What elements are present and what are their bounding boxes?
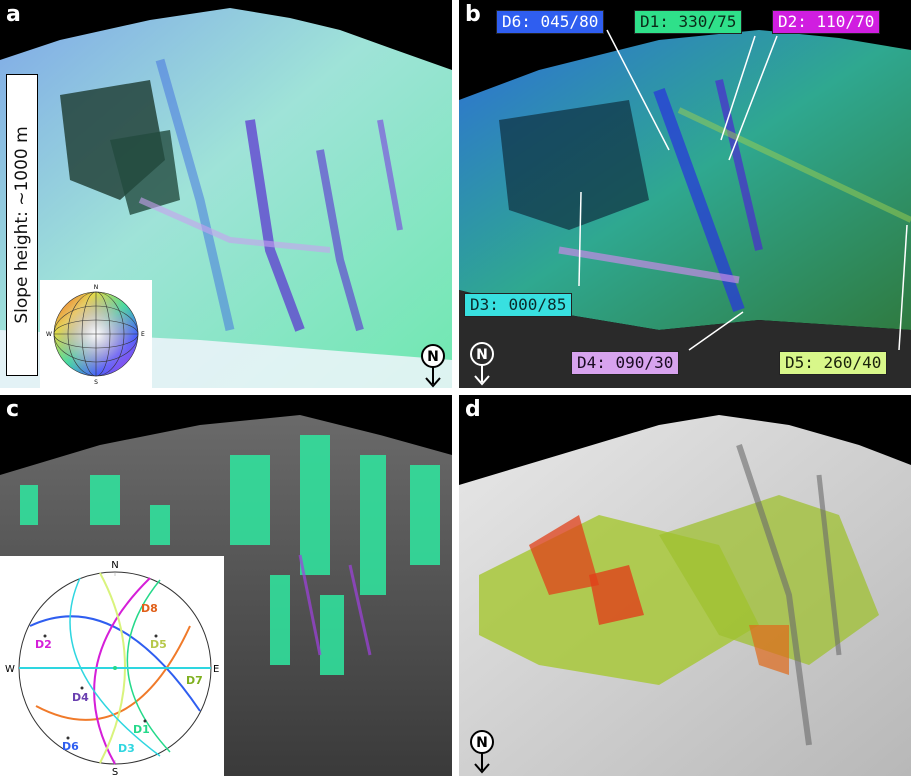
tag-d6: D6: 045/80 <box>496 10 605 34</box>
pole-d5: D5 <box>150 638 167 651</box>
panel-a: a Slope height: ~1000 m <box>0 0 452 388</box>
stereonet-north: N <box>111 560 118 571</box>
panel-d: d N <box>459 395 911 776</box>
panel-letter: c <box>6 397 20 422</box>
pole-d2: D2 <box>35 638 52 651</box>
tag-d5: D5: 260/40 <box>779 351 888 375</box>
panel-letter: b <box>465 2 481 27</box>
stereonet: N S W E D1 D2 D3 D4 D5 D6 D7 D8 <box>0 556 224 776</box>
panel-letter: a <box>6 2 21 27</box>
pole-d4: D4 <box>72 691 89 704</box>
panel-b: b D6: 045/80 D1: 330/75 D2: 110/70 D3: 0… <box>459 0 911 388</box>
color-wheel-legend: N S W E <box>40 280 152 388</box>
stereonet-west: W <box>5 664 15 675</box>
panel-c: c N S W E D1 D2 D3 <box>0 395 452 776</box>
pole-d7: D7 <box>186 674 203 687</box>
north-letter: N <box>476 347 488 363</box>
svg-text:N: N <box>94 284 99 291</box>
north-arrow-icon: N <box>418 342 448 388</box>
slope-height-label: Slope height: ~1000 m <box>6 74 38 376</box>
tag-d3: D3: 000/85 <box>464 293 573 317</box>
slope-height-text: Slope height: ~1000 m <box>12 126 32 324</box>
stereonet-south: S <box>112 767 118 776</box>
north-arrow-icon: N <box>467 340 497 386</box>
north-letter: N <box>427 349 439 365</box>
north-letter: N <box>476 735 488 751</box>
stereonet-east: E <box>213 664 219 675</box>
svg-text:E: E <box>141 331 145 338</box>
pole-d3: D3 <box>118 742 135 755</box>
north-arrow-icon: N <box>467 728 497 774</box>
pole-d1: D1 <box>133 723 150 736</box>
tag-d4: D4: 090/30 <box>571 351 680 375</box>
tag-d1: D1: 330/75 <box>634 10 743 34</box>
panel-letter: d <box>465 397 481 422</box>
pole-d8: D8 <box>141 602 158 615</box>
svg-text:W: W <box>46 331 52 338</box>
tag-d2: D2: 110/70 <box>772 10 881 34</box>
terrain-image-d <box>459 395 911 776</box>
pole-d6: D6 <box>62 740 79 753</box>
terrain-image-b <box>459 0 911 388</box>
svg-text:S: S <box>94 379 98 386</box>
